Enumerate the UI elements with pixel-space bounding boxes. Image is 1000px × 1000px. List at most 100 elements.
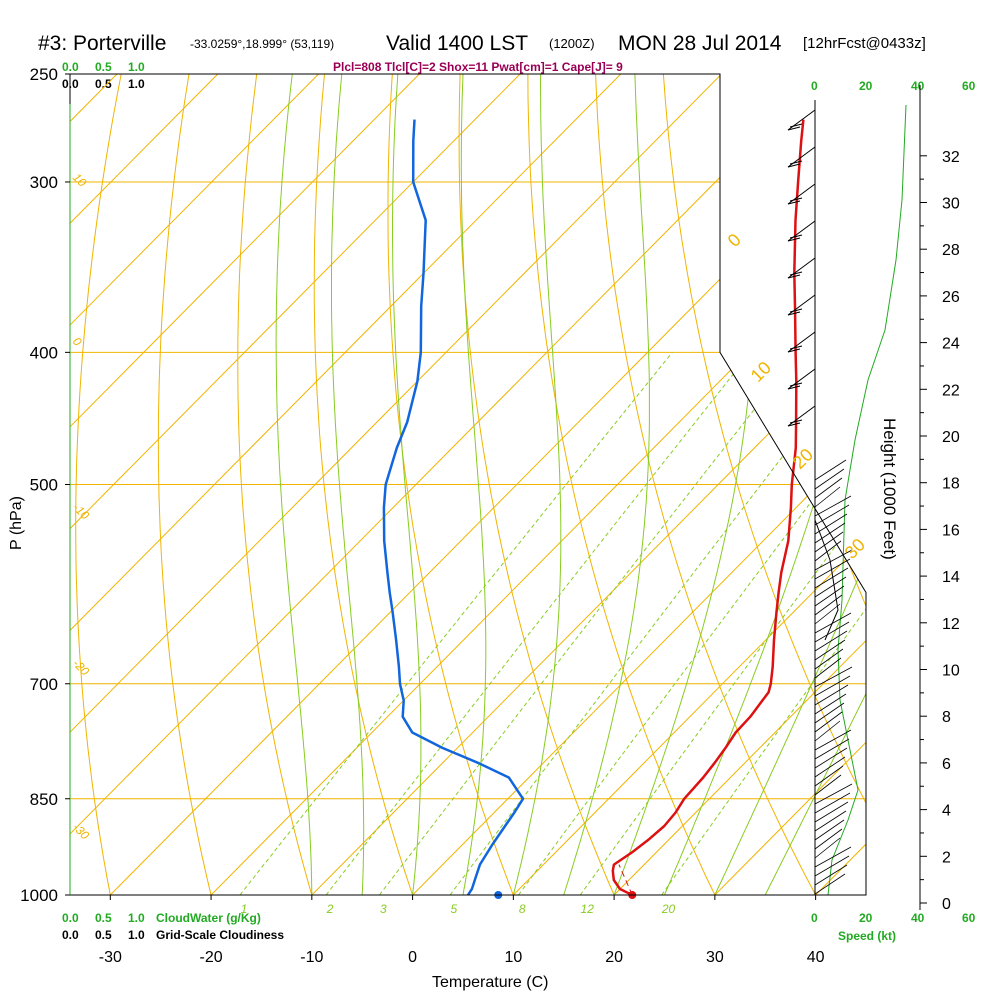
mixing-ratio-line (518, 351, 866, 895)
moist-adiabat (563, 74, 650, 895)
height-tick-label: 10 (942, 663, 960, 680)
wind-barb (814, 648, 844, 670)
height-tick-label: 2 (942, 849, 951, 866)
wind-barb-flag (787, 126, 801, 131)
adiabat-label: -10 (70, 500, 92, 522)
wind-barb (814, 747, 848, 769)
wind-barb (814, 846, 852, 868)
dry-adiabat (237, 74, 313, 895)
cloudiness-tick: 0.5 (95, 928, 112, 942)
y-tick-label: 1000 (20, 886, 58, 905)
wind-barb (814, 468, 845, 490)
y-tick-label: 250 (30, 65, 58, 84)
wind-barb (814, 873, 846, 895)
wind-barb-flag (787, 200, 801, 205)
mixing-ratio-label: 5 (451, 902, 458, 916)
wind-barb-flag (789, 419, 803, 424)
adiabat-label: -20 (70, 656, 92, 678)
y-tick-label: 300 (30, 173, 58, 192)
speed-tick: 40 (911, 911, 925, 925)
mixing-ratio-line (379, 351, 800, 895)
isotherm-line (210, 74, 866, 895)
wind-barb-flag (787, 274, 801, 279)
cloudwater-scale-bottom: 0.0 0.5 1.0 CloudWater (g/Kg) 0.0 0.5 1.… (62, 911, 284, 942)
wind-barb (814, 684, 849, 706)
y-axis-title: P (hPa) (8, 496, 25, 550)
cloudiness-tick: 1.0 (128, 77, 145, 91)
cloudwater-tick: 0.5 (95, 60, 112, 74)
wind-barb-flag (787, 348, 801, 353)
wind-barb (814, 837, 841, 859)
station-coords: -33.0259°,18.999° (53,119) (190, 37, 334, 51)
isotherm-line (0, 74, 16, 895)
isotherm-line (311, 74, 866, 895)
wind-barb-flag (789, 345, 803, 350)
mixing-ratio-label: 3 (380, 902, 387, 916)
y-tick-label: 500 (30, 476, 58, 495)
moist-adiabat (275, 74, 313, 895)
dry-adiabat (595, 74, 817, 895)
wind-barb-flag (789, 308, 803, 313)
height-tick-label: 22 (942, 382, 960, 399)
mixing-ratio-line (579, 352, 866, 895)
height-tick-label: 30 (942, 196, 960, 213)
dry-adiabat (527, 74, 716, 895)
height-tick-label: 32 (942, 149, 960, 166)
moist-adiabat (512, 74, 562, 895)
cloudwater-tick: 0.0 (62, 60, 79, 74)
height-tick-label: 28 (942, 242, 960, 259)
cloudwater-label: CloudWater (g/Kg) (156, 911, 261, 925)
wind-barb (814, 603, 841, 625)
wind-barb (814, 558, 851, 580)
wind-barb (814, 639, 846, 661)
mixing-ratio-label: 1 (241, 902, 248, 916)
wind-barb (814, 594, 843, 616)
dry-adiabat (157, 74, 212, 895)
moist-adiabat (460, 74, 487, 895)
wind-barb-flag (789, 197, 803, 202)
x-tick-label: -20 (200, 949, 223, 966)
mixing-ratio-label: 12 (581, 902, 595, 916)
wind-barb (814, 495, 852, 517)
cloudiness-tick: 1.0 (128, 928, 145, 942)
dry-adiabat (458, 74, 615, 895)
x-tick-label: 10 (504, 949, 522, 966)
height-tick-label: 24 (942, 336, 960, 353)
utc-time: (1200Z) (549, 36, 595, 51)
speed-tick: 40 (911, 79, 925, 93)
wind-hodograph-segment (814, 519, 839, 641)
cloudwater-scale-top: 0.0 0.5 1.0 0.0 0.5 1.0 (62, 60, 145, 91)
mixing-ratio-line (239, 351, 673, 895)
mixing-ratio-label: 2 (326, 902, 334, 916)
height-tick-label: 20 (942, 429, 960, 446)
x-tick-label: -30 (99, 949, 122, 966)
speed-label: Speed (kt) (838, 929, 896, 943)
y-tick-label: 700 (30, 675, 58, 694)
wind-barb (814, 477, 843, 499)
wind-barb (814, 459, 847, 481)
height-tick-label: 26 (942, 289, 960, 306)
speed-scale-bottom: 0 20 40 60 Speed (kt) (811, 911, 976, 943)
wind-barb (814, 855, 850, 877)
wind-barb (814, 765, 844, 787)
isotherm-line (70, 74, 622, 895)
adiabat-label: 0 (70, 334, 85, 349)
wind-barb-flag (789, 160, 803, 165)
speed-scale-top: 0 20 40 60 (811, 79, 976, 93)
wind-barb (814, 819, 845, 841)
dry-adiabat (387, 74, 514, 895)
wind-barb (814, 630, 848, 652)
isotherm-line (512, 74, 866, 895)
wind-speed-profile (827, 104, 907, 896)
moist-adiabat (764, 74, 866, 895)
wind-barb (814, 504, 850, 526)
isotherm-line (70, 74, 823, 895)
wind-barb (814, 693, 847, 715)
dewpoint-profile (382, 119, 525, 896)
speed-tick: 20 (859, 79, 873, 93)
temperature-profile (611, 119, 805, 897)
height-axis-title: Height (1000 Feet) (880, 418, 899, 560)
wind-barb (814, 612, 852, 634)
wind-barb (814, 783, 853, 805)
